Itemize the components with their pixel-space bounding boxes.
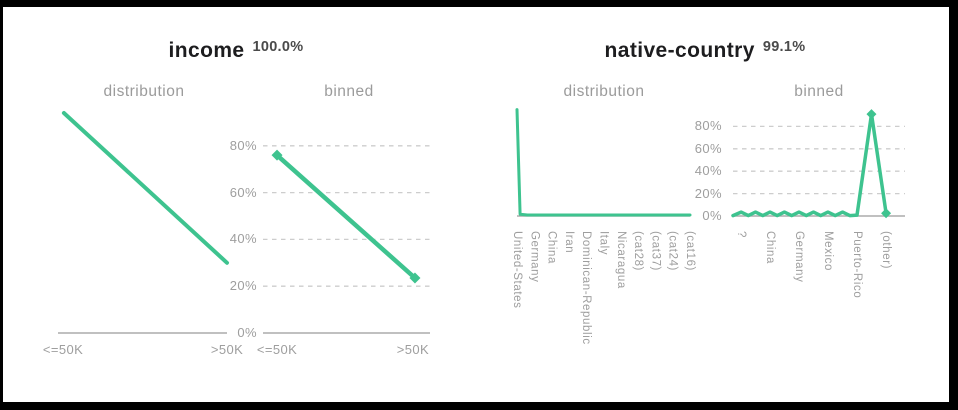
native-country-distribution-chart [515, 108, 692, 217]
y-tick-label: 40% [229, 231, 257, 247]
x-tick-label: (cat16) [684, 231, 696, 271]
y-tick-label: 60% [229, 184, 257, 200]
subtitle-income-distribution: distribution [103, 83, 185, 100]
series-line [61, 111, 229, 265]
x-tick-label: China [545, 231, 558, 265]
subtitle-native-country-binned: binned [794, 83, 844, 100]
y-tick-label: 0% [702, 208, 722, 223]
subtitle-native-country-distribution: distribution [563, 83, 645, 100]
x-tick-label: Italy [597, 231, 610, 256]
x-tick-label: (cat24) [666, 231, 679, 271]
income-distribution-chart [58, 111, 229, 334]
diamond-marker [881, 208, 892, 219]
x-tick-label: Germany [793, 231, 806, 283]
diamond-marker [271, 149, 283, 161]
feature-name: income [168, 39, 245, 62]
series-line [515, 108, 692, 217]
x-tick-label: Dominican-Republic [580, 231, 593, 345]
feature-match-percent: 99.1% [762, 39, 806, 55]
x-tick-label: Nicaragua [614, 231, 627, 289]
x-tick-label: China [763, 231, 776, 265]
feature-match-percent: 100.0% [252, 39, 304, 55]
y-tick-label: 40% [694, 163, 722, 179]
subtitle-income-binned: binned [324, 83, 374, 100]
x-tick-label: (cat28) [632, 231, 645, 271]
x-tick-label: Mexico [821, 231, 834, 272]
y-tick-label: 20% [229, 278, 257, 294]
diamond-marker [409, 272, 421, 284]
x-tick-label: ? [735, 231, 748, 238]
x-tick-label: (other) [880, 231, 893, 270]
x-tick-label: >50K [396, 342, 430, 357]
y-tick-label: 80% [229, 137, 257, 153]
x-tick-label: (cat37) [649, 231, 662, 271]
y-tick-label: 20% [694, 185, 722, 201]
y-tick-label: 60% [694, 140, 722, 156]
native-country-binned-chart [731, 109, 905, 219]
series-line [731, 112, 888, 218]
y-tick-label: 0% [237, 325, 257, 340]
feature-header-income: income 100.0% [36, 38, 436, 68]
series-line [274, 152, 418, 281]
x-tick-label: <=50K [256, 342, 298, 357]
x-tick-label: United-States [511, 231, 523, 309]
feature-header-native-country: native-country 99.1% [500, 38, 910, 68]
y-tick-label: 80% [694, 118, 722, 134]
x-tick-label: Iran [562, 231, 575, 254]
x-tick-label: Puerto-Rico [851, 231, 863, 299]
diamond-marker [866, 109, 877, 120]
x-tick-label: Germany [528, 231, 541, 283]
income-binned-chart [263, 145, 430, 334]
x-tick-label: >50K [210, 342, 244, 357]
feature-name: native-country [604, 39, 755, 62]
x-tick-label: <=50K [42, 342, 84, 357]
